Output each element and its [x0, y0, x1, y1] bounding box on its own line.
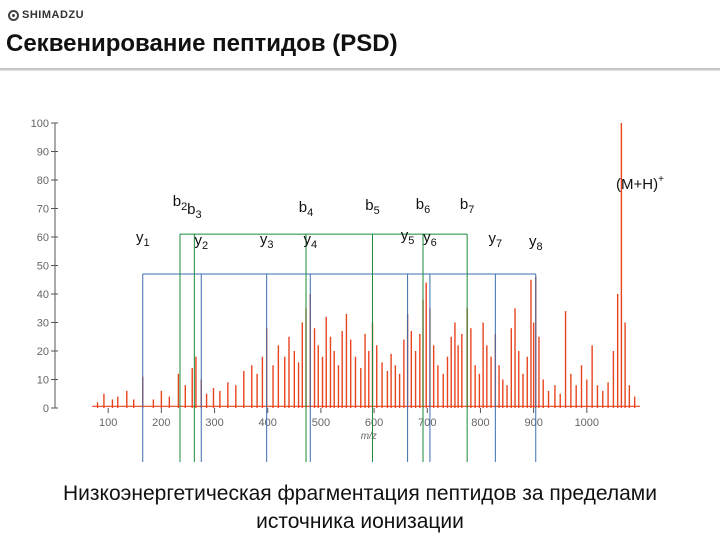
title-divider [0, 68, 720, 71]
y-tick-label: 70 [37, 204, 49, 216]
b-ion-label: b6 [416, 196, 430, 216]
y-ion-label: y7 [489, 230, 503, 250]
x-tick-label: 900 [524, 417, 542, 429]
y-tick-label: 90 [37, 147, 49, 159]
x-tick-label: 500 [312, 417, 330, 429]
y-tick-label: 10 [37, 375, 49, 387]
x-tick-label: 300 [205, 417, 223, 429]
b-ion-label: b4 [299, 199, 313, 219]
y-tick-label: 30 [37, 318, 49, 330]
chart-axes: 0 10 20 30 40 50 60 70 80 90 100 100 200 300 400 500 600… [31, 118, 599, 442]
y-tick-label: 80 [37, 175, 49, 187]
y-ion-label: y3 [260, 231, 274, 251]
spectrum [92, 123, 640, 408]
x-tick-label: 1000 [575, 417, 599, 429]
y-ion-label: y5 [401, 227, 415, 247]
x-tick-label: 800 [471, 417, 489, 429]
y-ion-label: y4 [303, 231, 317, 251]
y-tick-label: 40 [37, 289, 49, 301]
x-tick-label: 600 [365, 417, 383, 429]
x-axis-label: m/z [361, 431, 377, 442]
y-ion-label: y2 [194, 232, 208, 252]
caption-line-1: Низкоэнергетическая фрагментация пептидо… [63, 482, 657, 505]
page-title: Секвенирование пептидов (PSD) [6, 30, 398, 57]
shimadzu-logo-icon [8, 9, 19, 21]
y-ion-label: y1 [136, 229, 150, 249]
x-tick-label: 200 [152, 417, 170, 429]
b-ion-label: b3 [187, 201, 201, 221]
y-tick-label: 100 [31, 118, 49, 130]
precursor-ion-label: (M+H)+ [616, 174, 664, 193]
caption-line-2: источника ионизации [256, 510, 464, 533]
b-ion-label: b7 [460, 196, 474, 216]
y-ion-label: y8 [529, 233, 543, 253]
logo-text: SHIMADZU [22, 9, 85, 21]
y-tick-label: 20 [37, 346, 49, 358]
ion-ladders [142, 233, 537, 462]
y-tick-label: 50 [37, 261, 49, 273]
x-tick-label: 700 [418, 417, 436, 429]
b-ion-label: b5 [365, 197, 379, 217]
x-tick-label: 100 [99, 417, 117, 429]
caption: Низкоэнергетическая фрагментация пептидо… [0, 480, 720, 536]
mass-spectrum-chart: 0 10 20 30 40 50 60 70 80 90 100 100 200 300 400 500 600… [31, 118, 664, 462]
y-tick-label: 60 [37, 232, 49, 244]
ion-labels: b2 b3 b4 b5 b6 b7 y1 y2 y3 y4 y5 y6 y7 y8 (M+H)+ [136, 174, 664, 253]
y-tick-label: 0 [43, 403, 49, 415]
shimadzu-logo: SHIMADZU [8, 8, 84, 22]
y-ion-label: y6 [423, 229, 437, 249]
b-ion-label: b2 [173, 193, 187, 213]
x-tick-label: 400 [259, 417, 277, 429]
